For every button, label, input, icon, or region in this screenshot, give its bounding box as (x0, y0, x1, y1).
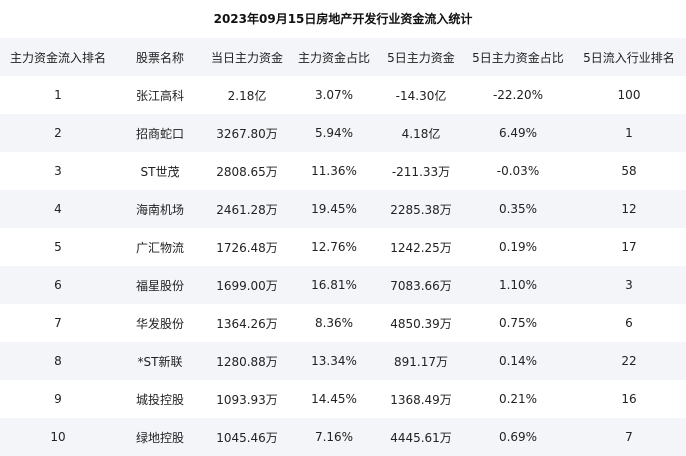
header-stock-name: 股票名称 (135, 50, 184, 65)
page-title: 2023年09月15日房地产开发行业资金流入统计 (213, 12, 473, 26)
header-rank: 主力资金流入排名 (9, 50, 106, 65)
rank-cell: 9 (54, 392, 62, 406)
daily-main-fund-cell: 2461.28万 (216, 202, 278, 217)
stock-name-cell: 张江高科 (135, 88, 184, 103)
5day-main-fund-cell: 4.18亿 (401, 126, 441, 141)
5day-industry-rank-cell: 58 (621, 164, 637, 178)
stock-name-cell: 华发股份 (135, 316, 184, 331)
table-row: 9 城投控股 1093.93万 14.45% 1368.49万 0.21% 16 (0, 380, 686, 418)
5day-industry-rank-cell: 22 (621, 354, 637, 368)
daily-main-fund-cell: 1699.00万 (216, 278, 278, 293)
main-fund-ratio-cell: 8.36% (314, 316, 354, 330)
rank-cell: 2 (54, 126, 62, 140)
header-5day-industry-rank: 5日流入行业排名 (583, 50, 675, 65)
5day-industry-rank-cell: 3 (625, 278, 633, 292)
rank-cell: 8 (54, 354, 62, 368)
header-5day-main-fund: 5日主力资金 (387, 50, 455, 65)
5day-main-fund-ratio-cell: 0.69% (498, 430, 538, 444)
rank-cell: 4 (54, 202, 62, 216)
header-row: 主力资金流入排名 股票名称 当日主力资金 主力资金占比 5日主力资金 5日主力资… (0, 38, 686, 76)
5day-main-fund-cell: 1242.25万 (390, 240, 452, 255)
5day-industry-rank-cell: 17 (621, 240, 637, 254)
main-fund-ratio-cell: 16.81% (311, 278, 357, 292)
table-body: 1 张江高科 2.18亿 3.07% -14.30亿 -22.20% 100 2… (0, 76, 686, 456)
5day-main-fund-ratio-cell: -22.20% (492, 88, 544, 102)
header-5day-main-fund-ratio: 5日主力资金占比 (472, 50, 564, 65)
5day-main-fund-cell: 1368.49万 (390, 392, 452, 407)
main-fund-ratio-cell: 19.45% (311, 202, 357, 216)
stock-name-cell: 招商蛇口 (135, 126, 184, 141)
stock-name-cell: 福星股份 (135, 278, 184, 293)
5day-main-fund-ratio-cell: 6.49% (498, 126, 538, 140)
stock-name-cell: 城投控股 (135, 392, 184, 407)
main-fund-ratio-cell: 3.07% (314, 88, 354, 102)
5day-industry-rank-cell: 7 (625, 430, 633, 444)
main-fund-ratio-cell: 5.94% (314, 126, 354, 140)
main-fund-ratio-cell: 11.36% (311, 164, 357, 178)
5day-main-fund-ratio-cell: 1.10% (498, 278, 538, 292)
table-header: 主力资金流入排名 股票名称 当日主力资金 主力资金占比 5日主力资金 5日主力资… (0, 38, 686, 76)
5day-main-fund-cell: -211.33万 (391, 164, 451, 179)
daily-main-fund-cell: 3267.80万 (216, 126, 278, 141)
daily-main-fund-cell: 2808.65万 (216, 164, 278, 179)
table-row: 4 海南机场 2461.28万 19.45% 2285.38万 0.35% 12 (0, 190, 686, 228)
rank-cell: 3 (54, 164, 62, 178)
daily-main-fund-cell: 1726.48万 (216, 240, 278, 255)
daily-main-fund-cell: 1280.88万 (216, 354, 278, 369)
header-main-fund-ratio: 主力资金占比 (297, 50, 370, 65)
rank-cell: 1 (54, 88, 62, 102)
5day-main-fund-ratio-cell: 0.35% (498, 202, 538, 216)
5day-industry-rank-cell: 100 (617, 88, 641, 102)
fund-flow-table: 主力资金流入排名 股票名称 当日主力资金 主力资金占比 5日主力资金 5日主力资… (0, 38, 686, 456)
5day-main-fund-cell: 4850.39万 (390, 316, 452, 331)
stock-name-cell: ST世茂 (140, 164, 180, 179)
stock-name-cell: 广汇物流 (135, 240, 184, 255)
daily-main-fund-cell: 2.18亿 (227, 88, 267, 103)
stock-name-cell: 绿地控股 (135, 430, 184, 445)
table-row: 6 福星股份 1699.00万 16.81% 7083.66万 1.10% 3 (0, 266, 686, 304)
main-fund-ratio-cell: 12.76% (311, 240, 357, 254)
table-row: 10 绿地控股 1045.46万 7.16% 4445.61万 0.69% 7 (0, 418, 686, 456)
rank-cell: 6 (54, 278, 62, 292)
rank-cell: 5 (54, 240, 62, 254)
daily-main-fund-cell: 1093.93万 (216, 392, 278, 407)
stock-name-cell: 海南机场 (135, 202, 184, 217)
daily-main-fund-cell: 1045.46万 (216, 430, 278, 445)
table-row: 7 华发股份 1364.26万 8.36% 4850.39万 0.75% 6 (0, 304, 686, 342)
5day-main-fund-ratio-cell: 0.19% (498, 240, 538, 254)
main-fund-ratio-cell: 13.34% (311, 354, 357, 368)
5day-industry-rank-cell: 12 (621, 202, 637, 216)
stock-name-cell: *ST新联 (137, 354, 183, 369)
5day-main-fund-cell: 7083.66万 (390, 278, 452, 293)
header-daily-main-fund: 当日主力资金 (210, 50, 283, 65)
5day-industry-rank-cell: 1 (625, 126, 633, 140)
5day-main-fund-ratio-cell: -0.03% (496, 164, 540, 178)
table-row: 1 张江高科 2.18亿 3.07% -14.30亿 -22.20% 100 (0, 76, 686, 114)
table-row: 8 *ST新联 1280.88万 13.34% 891.17万 0.14% 22 (0, 342, 686, 380)
5day-main-fund-ratio-cell: 0.21% (498, 392, 538, 406)
rank-cell: 7 (54, 316, 62, 330)
table-row: 3 ST世茂 2808.65万 11.36% -211.33万 -0.03% 5… (0, 152, 686, 190)
daily-main-fund-cell: 1364.26万 (216, 316, 278, 331)
table-row: 5 广汇物流 1726.48万 12.76% 1242.25万 0.19% 17 (0, 228, 686, 266)
rank-cell: 10 (50, 430, 66, 444)
main-fund-ratio-cell: 7.16% (314, 430, 354, 444)
5day-main-fund-cell: 2285.38万 (390, 202, 452, 217)
5day-main-fund-ratio-cell: 0.14% (498, 354, 538, 368)
5day-main-fund-cell: -14.30亿 (395, 88, 447, 103)
5day-industry-rank-cell: 6 (625, 316, 633, 330)
5day-main-fund-cell: 891.17万 (394, 354, 448, 369)
5day-main-fund-cell: 4445.61万 (390, 430, 452, 445)
5day-industry-rank-cell: 16 (621, 392, 637, 406)
main-fund-ratio-cell: 14.45% (311, 392, 357, 406)
5day-main-fund-ratio-cell: 0.75% (498, 316, 538, 330)
table-row: 2 招商蛇口 3267.80万 5.94% 4.18亿 6.49% 1 (0, 114, 686, 152)
